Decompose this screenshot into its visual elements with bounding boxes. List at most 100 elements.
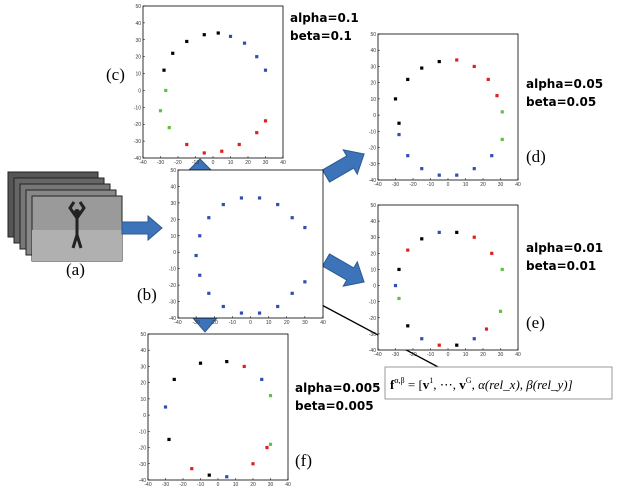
point <box>276 203 279 206</box>
y-tick-label: 10 <box>170 234 176 240</box>
x-tick-label: 40 <box>515 352 521 358</box>
annotation: alpha=0.005 <box>295 381 380 395</box>
point <box>243 365 246 368</box>
y-tick-label: 50 <box>370 203 376 209</box>
panel-label: (b) <box>137 285 157 304</box>
point <box>394 97 397 100</box>
y-tick-label: -30 <box>369 332 376 338</box>
annotation: beta=0.01 <box>526 259 596 273</box>
point <box>406 154 409 157</box>
x-tick-label: 40 <box>515 182 521 188</box>
y-tick-label: -30 <box>139 462 146 468</box>
point <box>185 40 188 43</box>
point <box>303 226 306 229</box>
point <box>291 292 294 295</box>
point <box>185 143 188 146</box>
point <box>490 154 493 157</box>
x-tick-label: -20 <box>174 160 181 166</box>
x-tick-label: 30 <box>263 160 269 166</box>
point <box>397 297 400 300</box>
point <box>397 268 400 271</box>
point <box>420 167 423 170</box>
plot-frame <box>148 334 288 480</box>
annotation: beta=0.005 <box>295 399 374 413</box>
x-tick-label: -20 <box>409 352 416 358</box>
point <box>406 78 409 81</box>
point <box>269 394 272 397</box>
point <box>264 69 267 72</box>
point <box>397 122 400 125</box>
x-tick-label: -10 <box>427 182 434 188</box>
y-tick-label: -40 <box>134 156 141 162</box>
point <box>167 438 170 441</box>
point <box>394 284 397 287</box>
point <box>473 337 476 340</box>
point <box>168 126 171 129</box>
point <box>203 151 206 154</box>
x-tick-label: -30 <box>162 482 169 488</box>
x-tick-label: 10 <box>233 482 239 488</box>
x-tick-label: 0 <box>212 160 215 166</box>
y-tick-label: -30 <box>169 300 176 306</box>
point <box>406 249 409 252</box>
x-tick-label: -30 <box>392 352 399 358</box>
point <box>171 52 174 55</box>
y-tick-label: 50 <box>140 332 146 338</box>
point <box>207 292 210 295</box>
point <box>501 110 504 113</box>
panel-label: (d) <box>526 147 546 166</box>
x-tick-label: 30 <box>498 182 504 188</box>
annotation: alpha=0.05 <box>526 77 603 91</box>
y-tick-label: -10 <box>169 267 176 273</box>
plot-frame <box>378 205 518 350</box>
annotation: alpha=0.1 <box>290 11 359 25</box>
x-tick-label: 10 <box>463 182 469 188</box>
figure: (a) fα,β = [v1, ⋯, vG, α(rel_x), β(rel_y… <box>0 0 618 490</box>
y-tick-label: -10 <box>134 105 141 111</box>
point <box>222 305 225 308</box>
point <box>199 362 202 365</box>
point <box>406 324 409 327</box>
point <box>420 237 423 240</box>
point <box>229 35 232 38</box>
point <box>303 280 306 283</box>
x-tick-label: 30 <box>498 352 504 358</box>
point <box>473 236 476 239</box>
point <box>258 311 261 314</box>
point <box>255 55 258 58</box>
y-tick-label: 0 <box>138 88 141 94</box>
y-tick-label: 40 <box>135 21 141 27</box>
x-tick-label: 0 <box>447 352 450 358</box>
point <box>164 405 167 408</box>
point <box>190 467 193 470</box>
y-tick-label: 30 <box>370 64 376 70</box>
x-tick-label: -30 <box>157 160 164 166</box>
point <box>198 274 201 277</box>
y-tick-label: 20 <box>370 81 376 87</box>
point <box>220 150 223 153</box>
y-tick-label: -20 <box>369 316 376 322</box>
y-tick-label: 0 <box>373 284 376 290</box>
x-tick-label: -20 <box>211 320 218 326</box>
point <box>501 268 504 271</box>
plot-frame <box>143 6 283 158</box>
x-tick-label: -20 <box>409 182 416 188</box>
point <box>438 344 441 347</box>
point <box>397 133 400 136</box>
point <box>225 475 228 478</box>
y-tick-label: -20 <box>169 283 176 289</box>
x-tick-label: -10 <box>197 482 204 488</box>
y-tick-label: -40 <box>369 178 376 184</box>
y-tick-label: 40 <box>370 219 376 225</box>
x-tick-label: 10 <box>463 352 469 358</box>
point <box>238 143 241 146</box>
formula: fα,β = [v1, ⋯, vG, α(rel_x), β(rel_y)] <box>390 376 573 392</box>
x-tick-label: -10 <box>427 352 434 358</box>
y-tick-label: 30 <box>140 364 146 370</box>
point <box>243 42 246 45</box>
annotation: beta=0.1 <box>290 29 352 43</box>
x-tick-label: 0 <box>249 320 252 326</box>
point <box>291 216 294 219</box>
y-tick-label: 10 <box>135 72 141 78</box>
x-tick-label: 20 <box>480 352 486 358</box>
